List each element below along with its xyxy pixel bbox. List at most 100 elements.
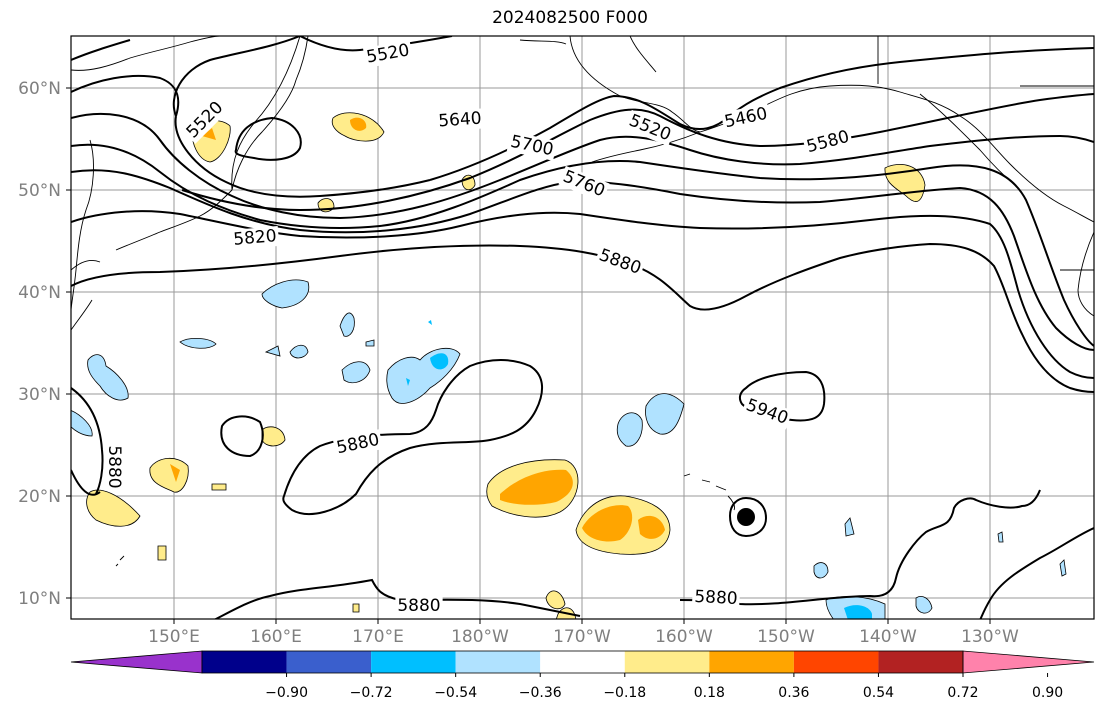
positive-anomaly-core: [170, 464, 180, 482]
colorbar-tick-label: −0.90: [265, 685, 308, 701]
lon-tick-label: 130°W: [961, 627, 1019, 647]
contour-label: 5820: [233, 226, 278, 250]
colorbar-bin: [624, 651, 710, 673]
contour-label: 5880: [104, 445, 124, 488]
negative-anomaly-area: [71, 410, 93, 437]
positive-anomaly-core: [582, 505, 633, 542]
positive-anomaly-core: [350, 117, 367, 131]
lon-tick-label: 150°W: [757, 627, 815, 647]
positive-anomaly-area: [261, 426, 286, 447]
positive-anomaly-area: [352, 603, 360, 613]
contour-label-halo: [720, 103, 772, 133]
negative-anomaly-core: [406, 378, 410, 386]
contour-5880-cell: [282, 359, 543, 515]
contour-5880-small: [220, 415, 264, 458]
contour-5520-east: [429, 47, 1094, 181]
negative-anomaly-area: [1059, 559, 1067, 577]
longitude-axis: 150°E 160°E 170°E 180°W 170°W 160°W 150°W 140°W…: [148, 619, 1019, 647]
sakhalin-japan-coast: [71, 139, 94, 311]
figure-title: 2024082500 F000: [492, 8, 648, 28]
lon-tick-label: 180°W: [451, 627, 509, 647]
lon-tick-label: 170°W: [553, 627, 611, 647]
contour-5520-low: [234, 116, 302, 161]
positive-anomaly-core: [202, 128, 216, 140]
colorbar-bin: [709, 651, 794, 673]
contour-label-halo: [624, 109, 676, 147]
negative-anomaly-area: [264, 345, 281, 357]
contour-label-halo: [594, 244, 646, 280]
negative-anomaly-area: [616, 412, 643, 447]
colorbar-bin: [371, 651, 456, 673]
contour-label-halo: [181, 96, 229, 144]
negative-anomaly-area: [339, 312, 355, 337]
positive-anomaly-area: [149, 457, 189, 493]
colorbar-tick-label: −0.18: [603, 685, 646, 701]
colorbar-bin: [286, 651, 372, 673]
contour-5880-bottom: [213, 489, 1094, 619]
colorbar-bin: [202, 651, 287, 673]
negative-anomaly-area: [915, 596, 933, 614]
lat-tick-label: 40°N: [18, 283, 61, 303]
contour-label-halo: [741, 394, 793, 430]
negative-anomaly-core: [428, 320, 432, 325]
contour-5520-loop: [172, 36, 431, 198]
colorbar-tick-label: 0.36: [778, 685, 809, 701]
lat-tick-label: 30°N: [18, 385, 61, 405]
contour-label-halo: [435, 108, 485, 132]
us-west-coast: [1077, 231, 1094, 317]
negative-anomaly-core: [844, 605, 872, 619]
japan-islands: [71, 259, 101, 331]
lon-tick-label: 170°E: [352, 627, 404, 647]
high-pressure-center: [737, 508, 755, 526]
contour-label-halo: [691, 586, 741, 610]
colorbar-outline: [201, 650, 964, 674]
negative-anomaly-area: [813, 562, 829, 579]
colorbar-bin: [455, 651, 541, 673]
okhotsk-coast: [71, 36, 221, 71]
contour-label-halo: [395, 596, 443, 616]
negative-anomaly-area: [87, 354, 129, 401]
contour-high-ring: [728, 496, 768, 538]
lat-tick-label: 20°N: [18, 487, 61, 507]
small-island: [115, 555, 125, 567]
contour-label-halo: [802, 126, 854, 158]
colorbar-tick-label: −0.54: [434, 685, 477, 701]
lon-tick-label: 140°W: [859, 627, 917, 647]
positive-anomaly-area: [211, 483, 227, 491]
contour-5700: [71, 143, 1094, 347]
contour-5880-north: [71, 242, 1094, 393]
lat-tick-label: 10°N: [18, 589, 61, 609]
colorbar-tick-label: −0.36: [519, 685, 562, 701]
contour-label-halo: [332, 429, 384, 459]
positive-anomaly-core: [638, 515, 665, 539]
negative-anomaly-area: [289, 344, 309, 359]
negative-anomaly-core: [430, 353, 449, 370]
positive-anomaly-core: [500, 469, 573, 505]
contour-label: 5640: [438, 109, 483, 132]
negative-anomaly-area: [844, 517, 855, 537]
contour-5760: [71, 169, 1094, 351]
positive-anomaly-area: [545, 590, 566, 610]
contour-label-halo: [104, 443, 124, 491]
colorbar-extend-high: [962, 650, 1095, 674]
canada-border: [877, 36, 1094, 271]
aleutian-islands: [591, 131, 701, 163]
shaded-anomaly-fields: [71, 112, 1067, 619]
negative-anomaly-area: [341, 361, 371, 384]
contour-5880-south: [71, 387, 104, 496]
lon-tick-label: 160°W: [655, 627, 713, 647]
negative-anomaly-area: [365, 339, 375, 347]
contour-5940: [738, 370, 826, 422]
contour-5520: [299, 36, 453, 52]
lon-tick-label: 150°E: [148, 627, 200, 647]
colorbar-tick-label: 0.54: [863, 685, 894, 701]
lon-tick-label: 160°E: [250, 627, 302, 647]
positive-anomaly-area: [86, 489, 141, 527]
colorbar: −0.90 −0.72 −0.54 −0.36 −0.18 0.18 0.36 0.54 0.7…: [70, 650, 1095, 701]
colorbar-bin: [540, 651, 625, 673]
hawaii-islands: [683, 473, 735, 511]
contour-label-halo: [230, 225, 280, 251]
